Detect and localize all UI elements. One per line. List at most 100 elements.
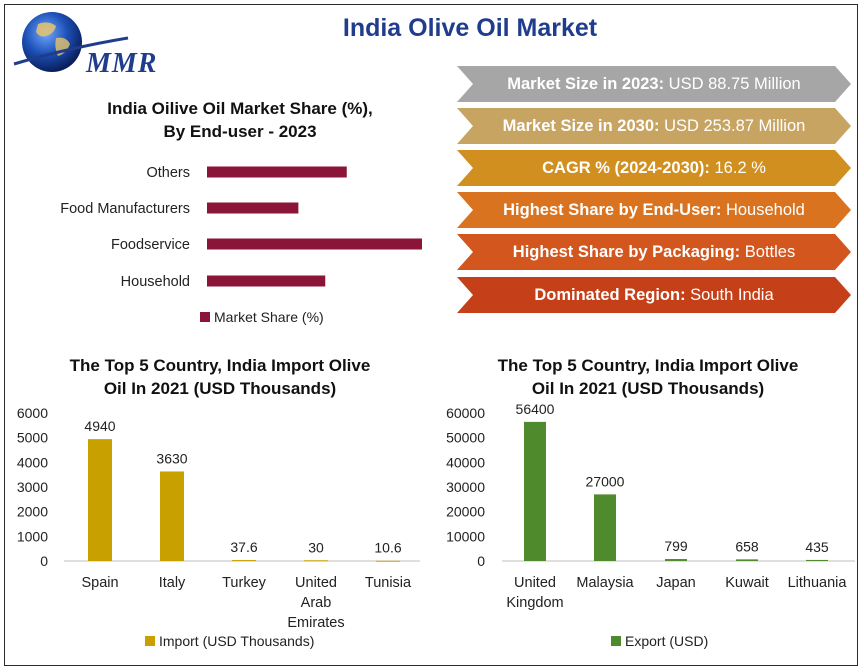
enduser-bar [207, 166, 347, 178]
stat-banner-shape [457, 108, 851, 144]
x-category-label: Arab [301, 595, 332, 611]
stat-banner: Market Size in 2023: USD 88.75 Million [457, 66, 851, 102]
enduser-chart-title: India Oilive Oil Market Share (%), By En… [90, 97, 390, 143]
page-title: India Olive Oil Market [342, 14, 598, 42]
stat-banner-shape [457, 66, 851, 102]
bar-value-label: 435 [805, 539, 829, 555]
x-category-label: Malaysia [576, 575, 634, 591]
enduser-bar [207, 202, 299, 214]
y-tick-label: 2000 [17, 504, 48, 520]
bar-value-label: 56400 [516, 401, 555, 417]
x-category-label: Kuwait [725, 575, 769, 591]
enduser-category-label: Household [121, 274, 190, 290]
stat-text: Highest Share by Packaging: Bottles [457, 234, 851, 270]
bar-value-label: 10.6 [374, 540, 401, 556]
bar-value-label: 30 [308, 539, 324, 555]
y-tick-label: 4000 [17, 454, 48, 470]
logo-text: MMR [86, 48, 158, 79]
x-category-label: Japan [656, 575, 696, 591]
stat-banner-shape [457, 192, 851, 228]
stat-label: Market Size in 2030: [502, 117, 660, 135]
bar-value-label: 4940 [84, 418, 115, 434]
y-tick-label: 0 [477, 553, 485, 569]
y-tick-label: 10000 [446, 528, 485, 544]
y-tick-label: 50000 [446, 430, 485, 446]
stat-text: Highest Share by End-User: Household [457, 192, 851, 228]
x-category-label: Tunisia [365, 575, 412, 591]
import-chart-title: The Top 5 Country, India Import Olive Oi… [40, 354, 400, 400]
stat-label: Highest Share by End-User: [503, 201, 722, 219]
bar-value-label: 799 [664, 538, 688, 554]
enduser-legend-swatch [200, 312, 210, 322]
bar-value-label: 27000 [586, 473, 625, 489]
import-bar-chart: 0 1000 2000 3000 4000 5000 6000 4940 Spain 3630 It… [17, 405, 420, 649]
export-bar-chart: 0 10000 20000 30000 40000 50000 60000 56400 Unit… [446, 401, 855, 649]
enduser-legend-label: Market Share (%) [214, 309, 324, 325]
bar [665, 559, 687, 561]
stat-text: Market Size in 2030: USD 253.87 Million [457, 108, 851, 144]
stat-value: South India [685, 286, 774, 304]
stat-banner: CAGR % (2024-2030): 16.2 % [457, 150, 851, 186]
bar [376, 560, 400, 562]
stat-label: Dominated Region: [534, 286, 686, 304]
x-category-label: Lithuania [788, 575, 848, 591]
bar-value-label: 3630 [156, 450, 187, 466]
x-category-label: Kingdom [506, 595, 563, 611]
bar [524, 421, 546, 561]
stat-banner: Highest Share by End-User: Household [457, 192, 851, 228]
y-tick-label: 30000 [446, 479, 485, 495]
stat-label: Highest Share by Packaging: [512, 243, 741, 261]
stat-banner: Market Size in 2030: USD 253.87 Million [457, 108, 851, 144]
stat-banner-shape [457, 234, 851, 270]
stat-label: CAGR % (2024-2030): [542, 159, 710, 177]
stat-value: USD 253.87 Million [659, 117, 806, 135]
x-category-label: Italy [159, 575, 186, 591]
bar [232, 560, 256, 562]
globe-icon [13, 12, 129, 72]
legend-swatch [145, 636, 155, 646]
x-category-label: United [295, 575, 337, 591]
enduser-chart-title-line2: By End-user - 2023 [163, 122, 317, 141]
y-tick-label: 1000 [17, 528, 48, 544]
import-chart-title-line1: The Top 5 Country, India Import Olive [69, 356, 371, 375]
y-tick-label: 60000 [446, 405, 485, 421]
y-tick-label: 40000 [446, 454, 485, 470]
import-chart-title-line2: Oil In 2021 (USD Thousands) [103, 379, 337, 398]
mmr-logo: MMR [8, 8, 178, 79]
stat-banner: Highest Share by Packaging: Bottles [457, 234, 851, 270]
stat-value: Bottles [740, 243, 796, 261]
y-tick-label: 3000 [17, 479, 48, 495]
bar-value-label: 37.6 [230, 539, 257, 555]
stat-label: Market Size in 2023: [507, 75, 665, 93]
stat-text: CAGR % (2024-2030): 16.2 % [457, 150, 851, 186]
y-tick-label: 0 [40, 553, 48, 569]
enduser-category-label: Foodservice [111, 237, 190, 253]
legend-label: Import (USD Thousands) [159, 633, 314, 649]
export-chart-title: The Top 5 Country, India Import Olive Oi… [468, 354, 828, 400]
stat-banner-shape [457, 277, 851, 313]
x-category-label: Spain [81, 575, 118, 591]
bar-value-label: 658 [735, 538, 759, 554]
x-category-label: Turkey [222, 575, 267, 591]
legend-swatch [611, 636, 621, 646]
y-tick-label: 5000 [17, 430, 48, 446]
bar [160, 471, 184, 561]
y-tick-label: 6000 [17, 405, 48, 421]
enduser-bar [207, 238, 422, 250]
x-category-label: United [514, 575, 556, 591]
stat-value: USD 88.75 Million [664, 75, 801, 93]
stat-value: 16.2 % [709, 159, 766, 177]
y-tick-label: 20000 [446, 504, 485, 520]
enduser-bar [207, 275, 326, 287]
enduser-chart-title-line1: India Oilive Oil Market Share (%), [107, 99, 373, 118]
bar [736, 559, 758, 561]
x-category-label: Emirates [287, 615, 344, 631]
enduser-bar-chart: Others Food Manufacturers Foodservice House… [60, 165, 422, 325]
export-chart-title-line2: Oil In 2021 (USD Thousands) [531, 379, 765, 398]
stat-banner-shape [457, 150, 851, 186]
enduser-category-label: Others [146, 165, 190, 181]
stat-text: Market Size in 2023: USD 88.75 Million [457, 66, 851, 102]
stat-text: Dominated Region: South India [457, 277, 851, 313]
bar [88, 439, 112, 561]
export-chart-title-line1: The Top 5 Country, India Import Olive [497, 356, 799, 375]
